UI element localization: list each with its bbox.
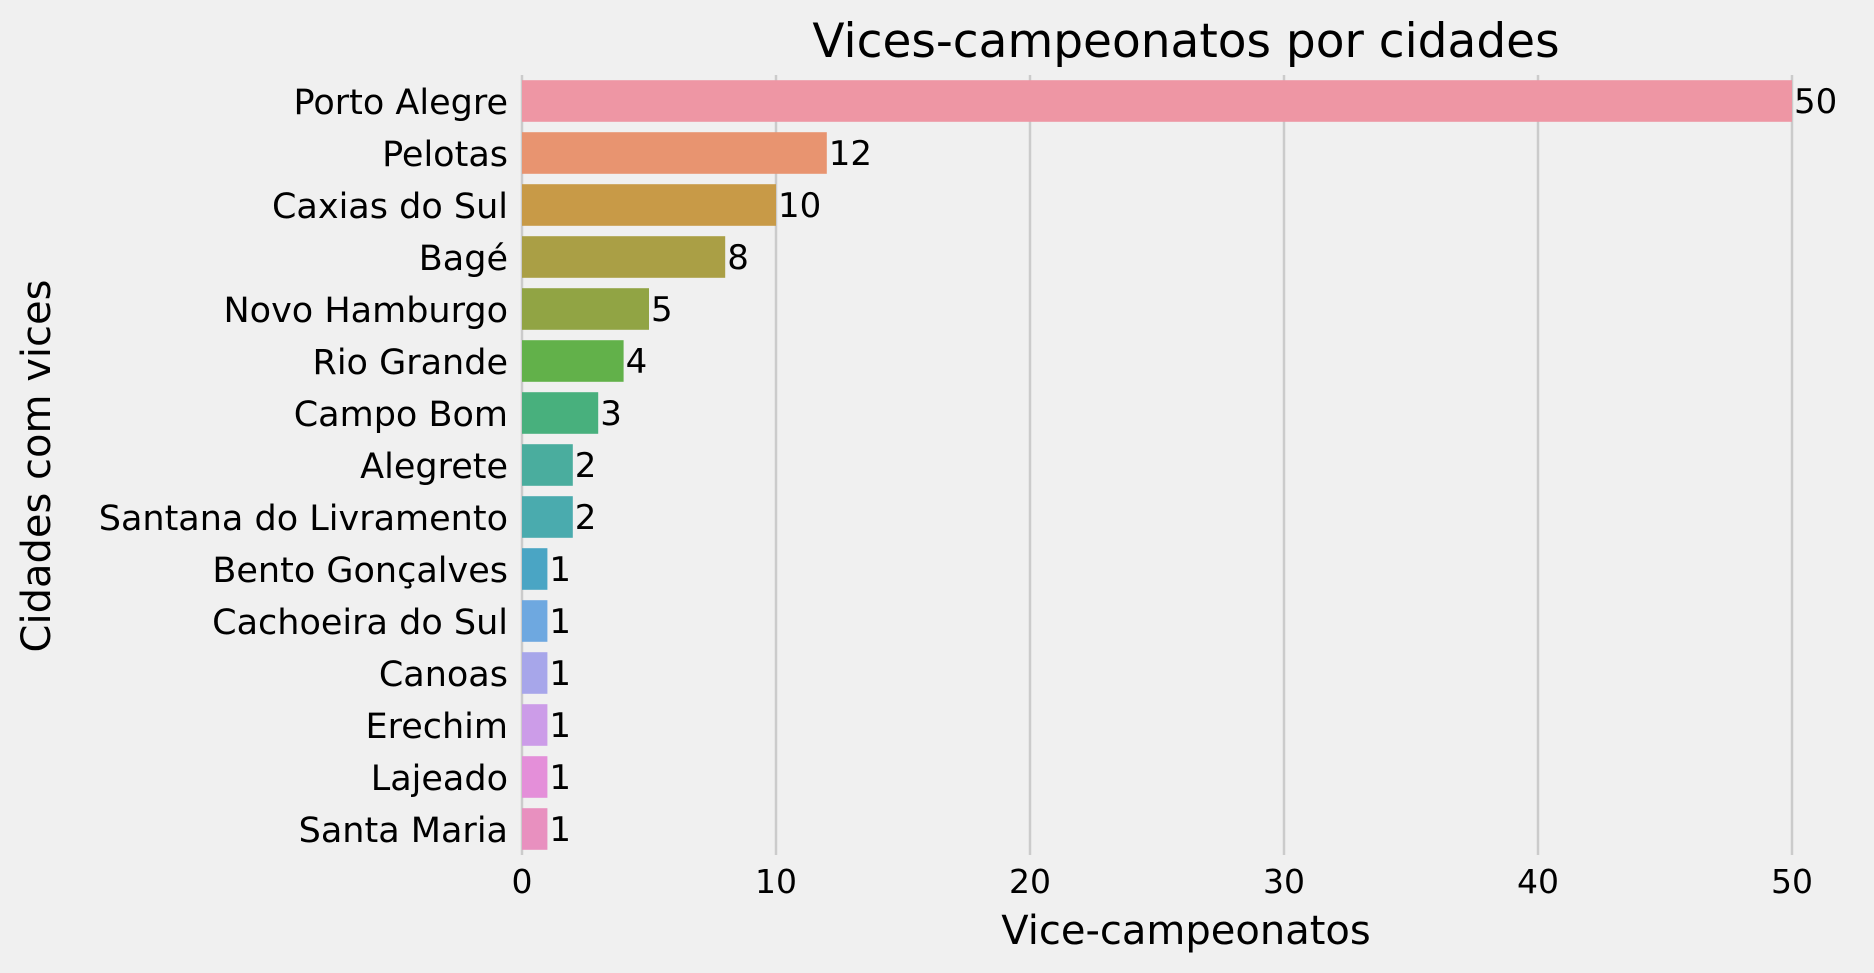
- bar: [522, 496, 573, 538]
- value-label: 1: [549, 706, 571, 746]
- bar: [522, 600, 548, 642]
- value-label: 50: [1794, 82, 1837, 122]
- value-label: 4: [626, 342, 648, 382]
- bar: [522, 652, 548, 694]
- value-label: 3: [600, 394, 622, 434]
- bar: [522, 548, 548, 590]
- x-tick-label: 40: [1517, 862, 1559, 901]
- category-label: Lajeado: [371, 759, 508, 799]
- category-label: Alegrete: [360, 447, 508, 487]
- x-axis-label: Vice-campeonatos: [1001, 908, 1370, 954]
- value-label: 1: [549, 550, 571, 590]
- value-label: 12: [829, 134, 872, 174]
- category-label: Caxias do Sul: [272, 187, 508, 227]
- bars: [522, 80, 1792, 850]
- bar: [522, 80, 1792, 122]
- bar: [522, 184, 776, 226]
- category-label: Novo Hamburgo: [223, 291, 508, 331]
- category-label: Erechim: [365, 707, 508, 747]
- value-label: 5: [651, 290, 673, 330]
- category-label: Pelotas: [382, 135, 508, 175]
- x-tick-label: 50: [1771, 862, 1813, 901]
- bar: [522, 756, 548, 798]
- category-label: Santa Maria: [299, 811, 508, 851]
- bar: [522, 340, 624, 382]
- category-label: Rio Grande: [313, 343, 508, 383]
- category-label: Porto Alegre: [294, 83, 509, 123]
- bar: [522, 236, 726, 278]
- category-label: Campo Bom: [294, 395, 508, 435]
- category-label: Cachoeira do Sul: [212, 603, 508, 643]
- bar: [522, 704, 548, 746]
- chart-title: Vices-campeonatos por cidades: [812, 14, 1559, 69]
- category-labels: Porto Alegre Pelotas Caxias do Sul Bagé Novo…: [99, 83, 508, 851]
- value-label: 1: [549, 654, 571, 694]
- bar: [522, 808, 548, 850]
- value-label: 1: [549, 758, 571, 798]
- bar: [522, 132, 827, 174]
- value-label: 8: [727, 238, 749, 278]
- y-axis-label: Cidades com vices: [14, 280, 60, 653]
- category-label: Canoas: [379, 655, 508, 695]
- value-label: 2: [575, 498, 597, 538]
- value-label: 10: [778, 186, 821, 226]
- category-label: Santana do Livramento: [99, 499, 508, 539]
- bar: [522, 444, 573, 486]
- value-label: 2: [575, 446, 597, 486]
- x-tick-labels: 0 10 20 30 40 50: [512, 862, 1814, 901]
- bar: [522, 288, 649, 330]
- x-tick-label: 20: [1009, 862, 1051, 901]
- x-tick-label: 30: [1263, 862, 1305, 901]
- value-label: 1: [549, 810, 571, 850]
- value-label: 1: [549, 602, 571, 642]
- bar: [522, 392, 599, 434]
- category-label: Bento Gonçalves: [212, 551, 508, 591]
- category-label: Bagé: [419, 239, 508, 279]
- x-tick-label: 0: [512, 862, 533, 901]
- x-tick-label: 10: [755, 862, 797, 901]
